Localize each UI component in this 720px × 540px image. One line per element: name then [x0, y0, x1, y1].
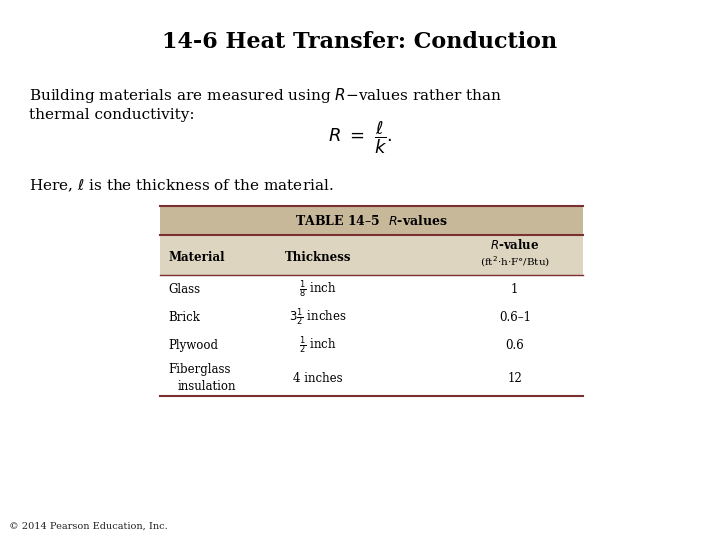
Text: 12: 12 [508, 372, 522, 384]
Text: TABLE 14–5  $R$-values: TABLE 14–5 $R$-values [295, 214, 448, 227]
Text: © 2014 Pearson Education, Inc.: © 2014 Pearson Education, Inc. [9, 521, 167, 530]
Text: 4 inches: 4 inches [294, 372, 343, 384]
Text: Here, $\ell$ is the thickness of the material.: Here, $\ell$ is the thickness of the mat… [29, 177, 333, 193]
Bar [160, 206, 583, 235]
Text: $R$-value: $R$-value [490, 239, 539, 252]
Bar [160, 235, 583, 275]
Text: (ft$^2$$\cdot$h$\cdot$F°/Btu): (ft$^2$$\cdot$h$\cdot$F°/Btu) [480, 254, 550, 269]
Text: Brick: Brick [168, 311, 200, 324]
Text: insulation: insulation [177, 380, 235, 393]
Text: $\frac{1}{2}$ inch: $\frac{1}{2}$ inch [300, 335, 337, 356]
Text: 1: 1 [511, 283, 518, 296]
Text: Fiberglass: Fiberglass [168, 363, 231, 376]
Text: 0.6: 0.6 [505, 339, 524, 352]
Text: thermal conductivity:: thermal conductivity: [29, 108, 194, 122]
Text: 14-6 Heat Transfer: Conduction: 14-6 Heat Transfer: Conduction [163, 31, 557, 53]
Text: Thickness: Thickness [285, 251, 351, 265]
Text: $R \ = \ \dfrac{\ell}{k}.$: $R \ = \ \dfrac{\ell}{k}.$ [328, 119, 392, 156]
Text: Glass: Glass [168, 283, 201, 296]
Text: Plywood: Plywood [168, 339, 218, 352]
Text: 0.6–1: 0.6–1 [499, 311, 531, 324]
Text: $3\frac{1}{2}$ inches: $3\frac{1}{2}$ inches [289, 307, 347, 328]
Text: $\frac{1}{8}$ inch: $\frac{1}{8}$ inch [300, 279, 337, 300]
Text: Material: Material [168, 251, 225, 265]
Text: Building materials are measured using $R$−values rather than: Building materials are measured using $R… [29, 86, 502, 105]
